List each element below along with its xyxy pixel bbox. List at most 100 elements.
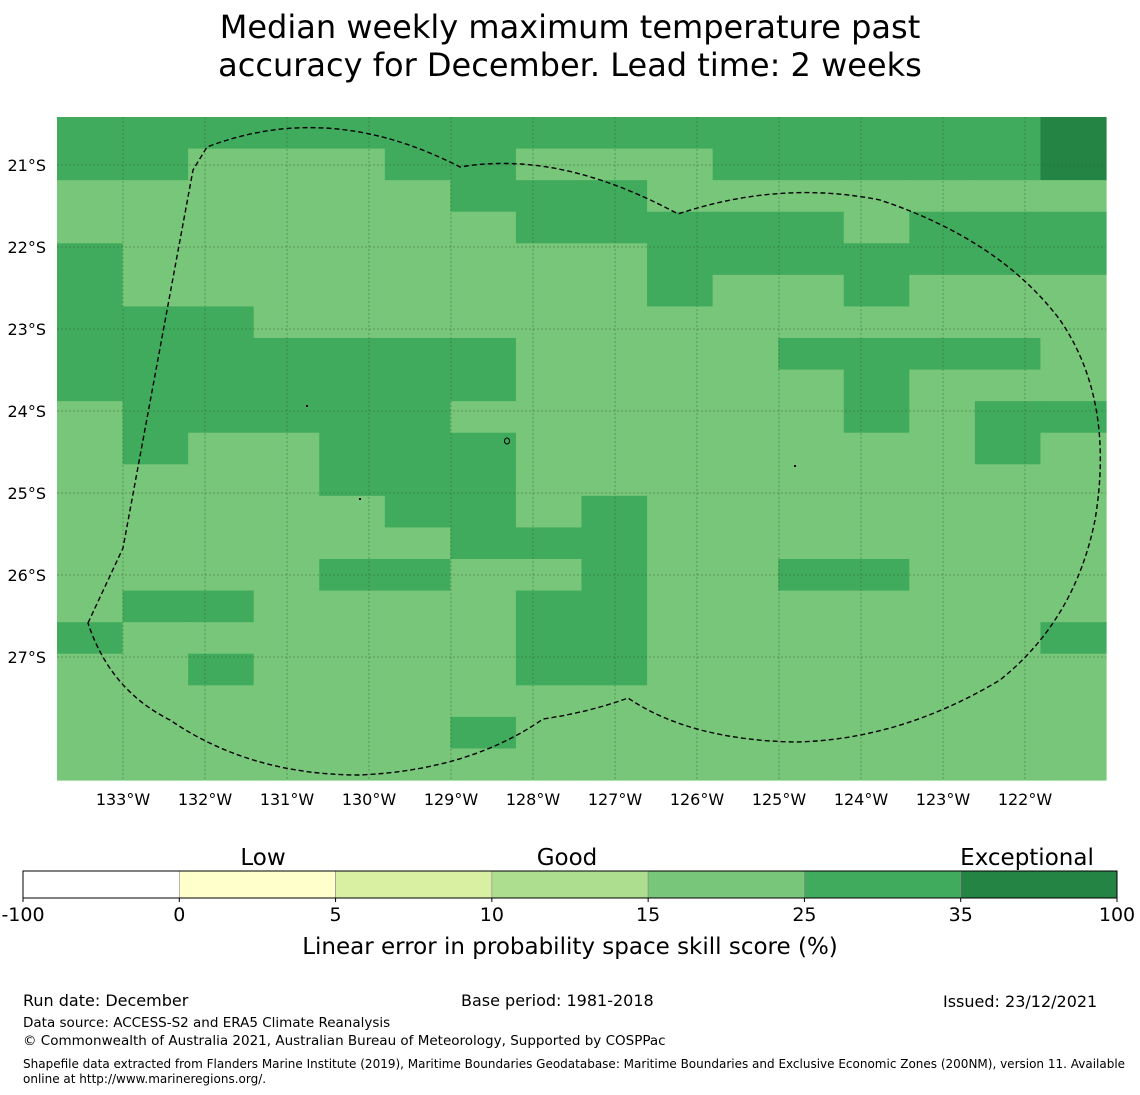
grid-cell bbox=[122, 211, 189, 244]
colorbar-tick-label: 35 bbox=[949, 904, 973, 926]
grid-cell bbox=[188, 306, 255, 339]
grid-cell bbox=[778, 527, 845, 560]
grid-cell bbox=[515, 180, 583, 213]
grid-cell bbox=[712, 306, 779, 339]
grid-cell bbox=[384, 464, 451, 497]
grid-cell bbox=[647, 369, 714, 402]
grid-cell bbox=[122, 464, 189, 497]
grid-cell bbox=[450, 338, 517, 371]
colorbar-tick-label: 25 bbox=[792, 904, 816, 926]
grid-cell bbox=[122, 653, 189, 686]
grid-cell bbox=[712, 653, 779, 686]
grid-cell bbox=[712, 211, 779, 244]
longitude-label: 130°W bbox=[342, 790, 397, 809]
grid-cell bbox=[384, 338, 451, 371]
grid-cell bbox=[122, 401, 189, 434]
grid-cell bbox=[1040, 622, 1107, 655]
grid-cell bbox=[57, 527, 124, 560]
grid-cell bbox=[515, 495, 583, 529]
longitude-label: 125°W bbox=[752, 790, 807, 809]
grid-cell bbox=[843, 464, 910, 497]
grid-cell bbox=[1040, 369, 1107, 402]
colorbar-box bbox=[491, 870, 649, 899]
grid-cell bbox=[450, 306, 517, 339]
grid-cell bbox=[384, 622, 451, 655]
grid-cell bbox=[778, 653, 845, 686]
grid-cell bbox=[188, 369, 255, 402]
grid-cell bbox=[647, 432, 714, 465]
grid-cell bbox=[384, 653, 451, 686]
colorbar-tick-label: 0 bbox=[173, 904, 185, 926]
grid-cell bbox=[647, 527, 714, 560]
grid-cell bbox=[778, 211, 845, 244]
grid-cell bbox=[974, 243, 1042, 276]
grid-cell bbox=[319, 495, 386, 529]
grid-cell bbox=[188, 653, 255, 686]
chart-title-line-2: accuracy for December. Lead time: 2 week… bbox=[218, 46, 922, 84]
longitude-label: 128°W bbox=[506, 790, 561, 809]
grid-cell bbox=[778, 748, 845, 781]
grid-cell bbox=[319, 527, 386, 560]
grid-cell bbox=[974, 653, 1042, 686]
grid-cell bbox=[778, 432, 845, 465]
grid-cell bbox=[188, 401, 255, 434]
issued-date: Issued: 23/12/2021 bbox=[943, 992, 1098, 1011]
grid-cell bbox=[188, 211, 255, 244]
grid-cell bbox=[57, 432, 124, 465]
grid-cell bbox=[909, 211, 976, 244]
grid-cell bbox=[57, 464, 124, 497]
grid-cell bbox=[909, 622, 976, 655]
grid-cell bbox=[515, 338, 583, 371]
grid-cell bbox=[581, 716, 648, 750]
grid-cell bbox=[319, 748, 386, 781]
grid-cell bbox=[581, 401, 648, 434]
grid-cell bbox=[974, 338, 1042, 371]
grid-cell bbox=[1040, 117, 1107, 150]
grid-cell bbox=[581, 369, 648, 402]
grid-cell bbox=[515, 274, 583, 308]
grid-cell bbox=[122, 338, 189, 371]
grid-cell bbox=[909, 748, 976, 781]
grid-cell bbox=[319, 338, 386, 371]
colorbar-tick-labels: -100 0 5 10 15 25 35 100 bbox=[1, 898, 1135, 926]
grid-cell bbox=[384, 211, 451, 244]
grid-cell bbox=[450, 748, 517, 781]
grid-cell bbox=[450, 369, 517, 402]
grid-cell bbox=[581, 432, 648, 465]
grid-cell bbox=[384, 117, 451, 150]
grid-cell bbox=[515, 432, 583, 465]
grid-cell bbox=[712, 369, 779, 402]
grid-cell bbox=[647, 622, 714, 655]
grid-cell bbox=[647, 211, 714, 244]
grid-cell bbox=[450, 527, 517, 560]
grid-cell bbox=[909, 306, 976, 339]
grid-cell bbox=[188, 274, 255, 308]
grid-cell bbox=[122, 243, 189, 276]
grid-cell bbox=[647, 748, 714, 781]
grid-cell bbox=[188, 117, 255, 150]
grid-cells bbox=[57, 117, 1107, 781]
grid-cell bbox=[974, 464, 1042, 497]
grid-cell bbox=[1040, 274, 1107, 308]
grid-cell bbox=[450, 211, 517, 244]
grid-cell bbox=[1040, 432, 1107, 465]
grid-cell bbox=[515, 527, 583, 560]
grid-cell bbox=[57, 685, 124, 718]
grid-cell bbox=[384, 369, 451, 402]
grid-cell bbox=[450, 653, 517, 686]
grid-cell bbox=[712, 495, 779, 529]
grid-cell bbox=[319, 590, 386, 623]
grid-cell bbox=[122, 274, 189, 308]
grid-cell bbox=[515, 622, 583, 655]
longitude-label: 132°W bbox=[178, 790, 233, 809]
grid-cell bbox=[57, 495, 124, 529]
data-source: Data source: ACCESS-S2 and ERA5 Climate … bbox=[23, 1015, 391, 1031]
grid-cell bbox=[581, 622, 648, 655]
grid-cell bbox=[319, 274, 386, 308]
colorbar-tick-label: 100 bbox=[1099, 904, 1135, 926]
grid-cell bbox=[581, 527, 648, 560]
grid-cell bbox=[843, 338, 910, 371]
grid-cell bbox=[384, 495, 451, 529]
grid-cell bbox=[909, 369, 976, 402]
grid-cell bbox=[450, 274, 517, 308]
